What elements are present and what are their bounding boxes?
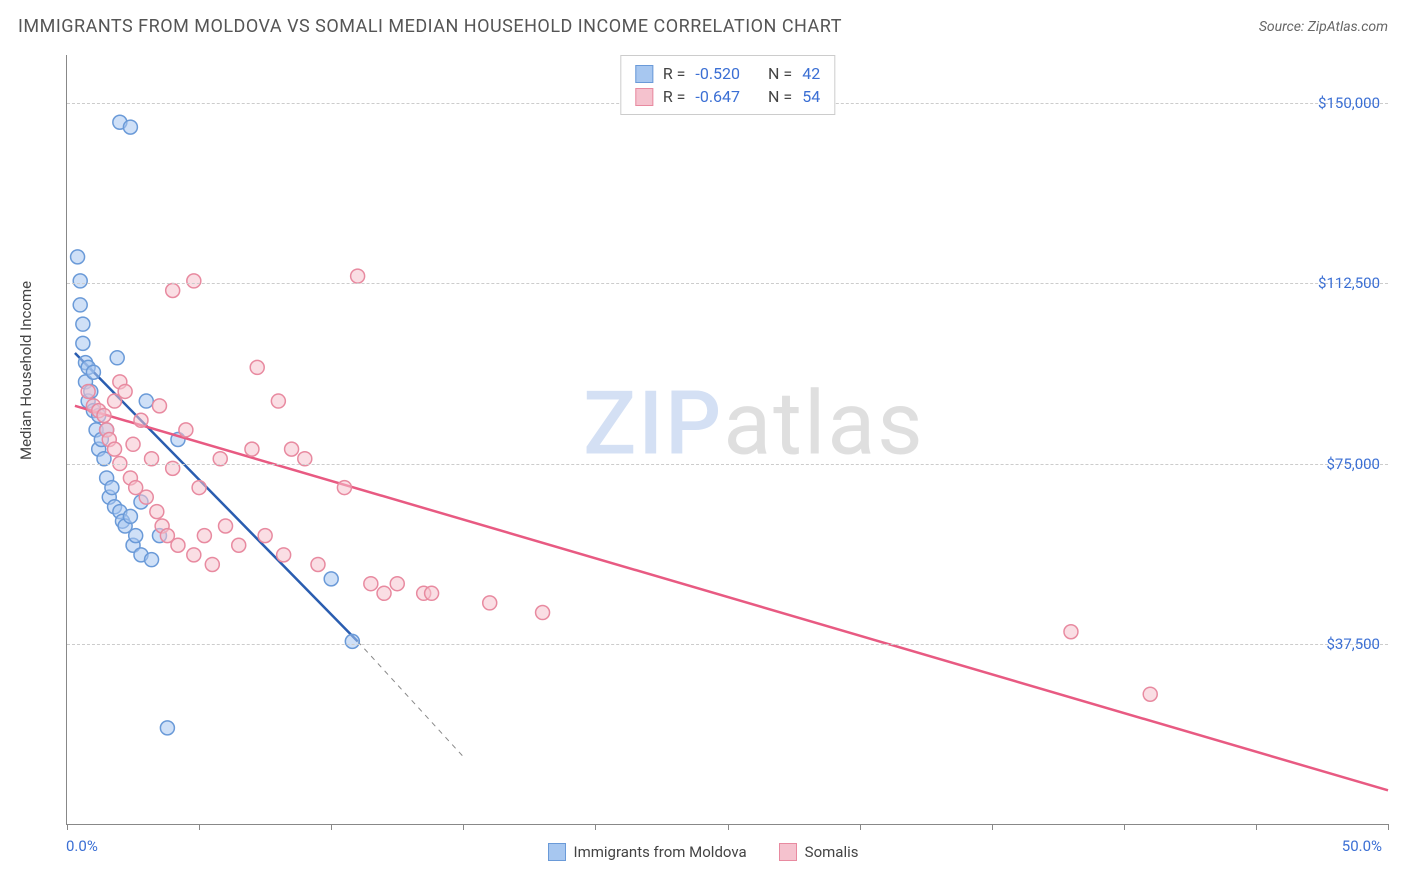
plot-area: ZIPatlas R = -0.520 N = 42 R = -0.647 N … — [66, 55, 1388, 825]
y-tick-label: $150,000 — [1318, 94, 1380, 112]
gridline — [67, 464, 1388, 465]
legend-label-somalis: Somalis — [805, 843, 859, 861]
chart-source: Source: ZipAtlas.com — [1259, 19, 1388, 35]
swatch-somalis — [779, 843, 797, 861]
x-tick — [992, 824, 993, 830]
x-tick — [595, 824, 596, 830]
n-label: N = — [768, 87, 792, 106]
plot-svg — [67, 55, 1388, 824]
x-tick — [860, 824, 861, 830]
y-axis-label: Median Household Income — [17, 281, 35, 460]
correlation-legend: R = -0.520 N = 42 R = -0.647 N = 54 — [620, 55, 835, 115]
n-value-1: 54 — [802, 87, 820, 106]
y-tick-label: $37,500 — [1326, 635, 1380, 653]
gridline — [67, 283, 1388, 284]
y-tick-label: $75,000 — [1326, 455, 1380, 473]
chart-header: IMMIGRANTS FROM MOLDOVA VS SOMALI MEDIAN… — [18, 16, 1388, 37]
legend-item-moldova: Immigrants from Moldova — [548, 843, 747, 861]
legend-label-moldova: Immigrants from Moldova — [574, 843, 747, 861]
n-value-0: 42 — [802, 64, 820, 83]
swatch-somalis — [635, 88, 653, 106]
swatch-moldova — [635, 65, 653, 83]
x-tick — [1388, 824, 1389, 830]
x-tick — [199, 824, 200, 830]
n-label: N = — [768, 64, 792, 83]
series-legend: Immigrants from Moldova Somalis — [18, 843, 1388, 861]
swatch-moldova — [548, 843, 566, 861]
r-label: R = — [663, 64, 686, 83]
correlation-row-0: R = -0.520 N = 42 — [635, 62, 820, 85]
correlation-row-1: R = -0.647 N = 54 — [635, 85, 820, 108]
r-value-1: -0.647 — [695, 87, 740, 106]
x-tick — [728, 824, 729, 830]
y-tick-label: $112,500 — [1318, 274, 1380, 292]
r-label: R = — [663, 87, 686, 106]
chart-title: IMMIGRANTS FROM MOLDOVA VS SOMALI MEDIAN… — [18, 16, 842, 37]
x-tick — [331, 824, 332, 830]
legend-item-somalis: Somalis — [779, 843, 859, 861]
chart-body: Median Household Income ZIPatlas R = -0.… — [18, 45, 1388, 875]
gridline — [67, 644, 1388, 645]
x-tick — [67, 824, 68, 830]
x-tick — [1124, 824, 1125, 830]
x-tick — [463, 824, 464, 830]
r-value-0: -0.520 — [695, 64, 740, 83]
chart-container: IMMIGRANTS FROM MOLDOVA VS SOMALI MEDIAN… — [0, 0, 1406, 892]
x-tick — [1256, 824, 1257, 830]
